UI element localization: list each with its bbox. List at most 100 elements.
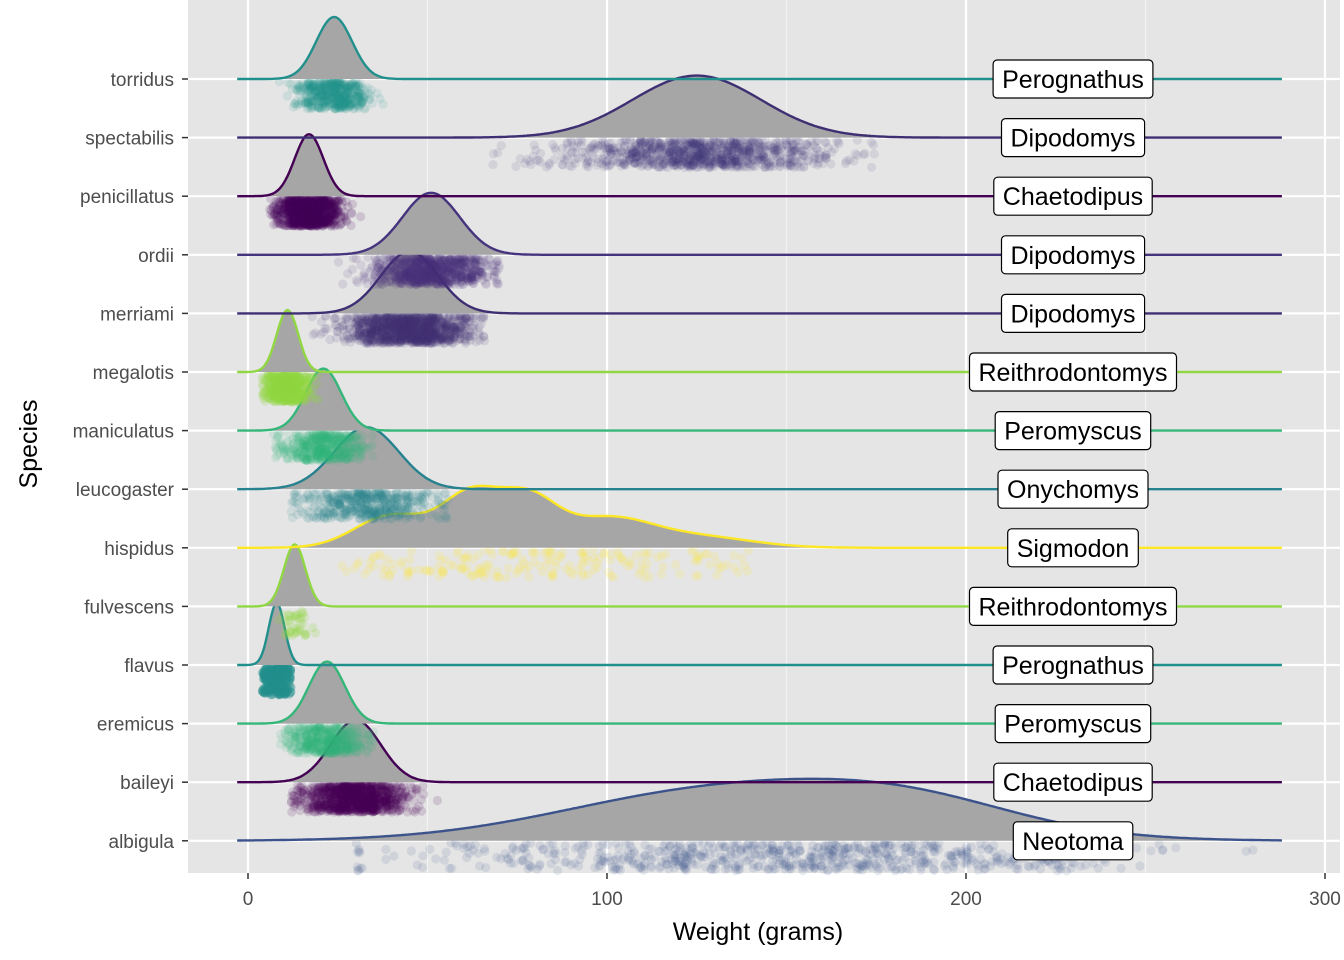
data-point (524, 572, 534, 582)
data-point (715, 855, 725, 865)
data-point (506, 850, 516, 861)
data-point (331, 726, 341, 736)
data-point (458, 562, 468, 572)
data-point (958, 850, 968, 860)
data-point (717, 839, 727, 849)
data-point (782, 840, 792, 850)
data-point (844, 843, 854, 853)
data-point (577, 846, 587, 856)
data-point (498, 546, 508, 556)
data-point (328, 450, 338, 460)
data-point (323, 509, 333, 519)
data-point (418, 781, 428, 791)
data-point (362, 498, 372, 508)
data-point (753, 862, 763, 872)
data-point (775, 846, 785, 856)
data-point (681, 843, 691, 853)
data-point (328, 745, 339, 755)
data-point (288, 787, 298, 797)
data-point (508, 843, 518, 854)
data-point (671, 560, 681, 570)
data-point (722, 859, 732, 870)
data-point (309, 511, 319, 521)
data-point (730, 863, 741, 873)
data-point (447, 863, 457, 873)
data-point (441, 847, 451, 857)
data-point (681, 865, 691, 875)
data-point (274, 688, 284, 698)
data-point (515, 562, 525, 572)
data-point (605, 856, 616, 867)
data-point (1052, 866, 1062, 876)
data-point (961, 849, 971, 860)
data-point (963, 854, 973, 865)
data-point (392, 790, 403, 800)
data-point (818, 864, 828, 874)
data-point (945, 851, 955, 861)
data-point (459, 839, 469, 849)
data-point (718, 855, 728, 865)
data-point (308, 384, 318, 394)
data-point (870, 859, 880, 869)
data-point (861, 854, 871, 864)
data-point (577, 850, 587, 860)
data-point (888, 861, 898, 872)
data-point (287, 807, 297, 817)
data-point (395, 805, 405, 816)
data-point (508, 842, 518, 852)
data-point (595, 856, 606, 866)
data-point (911, 850, 921, 860)
data-point (971, 858, 981, 869)
data-point (731, 849, 741, 860)
data-point (549, 848, 559, 858)
data-point (407, 783, 417, 793)
data-point (720, 842, 730, 852)
data-point (786, 864, 796, 874)
data-point (855, 864, 865, 874)
data-point (613, 864, 623, 874)
data-point (417, 862, 428, 872)
data-point (748, 863, 758, 873)
data-point (649, 852, 659, 862)
data-point (929, 864, 939, 874)
data-point (731, 866, 741, 876)
data-point (714, 842, 724, 852)
data-point (874, 863, 884, 873)
data-point (641, 550, 651, 561)
data-point (1146, 846, 1156, 856)
data-point (460, 553, 470, 564)
data-point (304, 786, 314, 796)
data-point (304, 729, 314, 739)
data-point (605, 549, 616, 559)
data-point (351, 508, 361, 518)
data-point (282, 454, 292, 464)
data-point (710, 864, 720, 875)
data-point (952, 849, 962, 860)
data-point (1093, 863, 1103, 873)
data-point (538, 567, 548, 577)
data-point (896, 838, 906, 849)
data-point (1248, 845, 1258, 855)
data-point (433, 562, 443, 573)
data-point (274, 375, 284, 385)
data-point (367, 431, 378, 441)
data-point (697, 852, 707, 863)
data-point (729, 550, 739, 560)
data-point (729, 841, 739, 851)
data-point (897, 863, 907, 874)
data-point (809, 863, 819, 873)
data-point (690, 847, 700, 858)
data-point (929, 844, 939, 854)
data-point (891, 855, 901, 865)
data-point (343, 727, 353, 738)
data-point (337, 782, 347, 792)
data-point (566, 860, 576, 870)
data-point (673, 860, 684, 870)
data-point (916, 846, 926, 857)
data-point (547, 547, 558, 557)
data-point (778, 860, 788, 870)
data-point (425, 844, 435, 854)
data-point (636, 853, 646, 864)
data-point (598, 839, 608, 850)
data-point (511, 845, 521, 855)
